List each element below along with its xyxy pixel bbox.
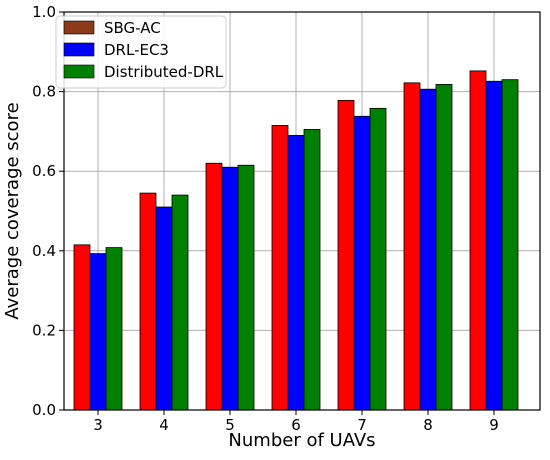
y-tick-label: 0.8: [32, 83, 56, 101]
plot-frame: [63, 11, 541, 411]
y-tick-label: 0.6: [32, 162, 56, 180]
bar-sbg-ac-7: [337, 99, 355, 411]
y-axis-ticks: 0.0 0.2 0.4 0.6 0.8 1.0: [32, 3, 64, 419]
bar-drl-ec3-7: [353, 115, 371, 411]
y-tick-label: 0.4: [32, 242, 56, 260]
legend-label-distributed-drl: Distributed-DRL: [104, 63, 224, 81]
legend: SBG-AC DRL-EC3 Distributed-DRL: [55, 15, 227, 89]
x-tick-label: 7: [357, 416, 367, 434]
bar-distributed-drl-7: [369, 107, 387, 411]
bar-drl-ec3-5: [221, 166, 239, 411]
bar-drl-ec3-6: [287, 134, 305, 411]
legend-swatch-distributed-drl: [63, 64, 95, 79]
bar-sbg-ac-8: [403, 82, 421, 411]
bar-sbg-ac-5: [205, 162, 223, 411]
y-tick-label: 1.0: [32, 3, 56, 21]
x-axis-ticks: 3 4 5 6 7 8 9: [93, 410, 499, 434]
bar-drl-ec3-3: [89, 253, 107, 411]
x-tick-label: 6: [291, 416, 301, 434]
legend-swatch-drl-ec3: [63, 42, 95, 57]
legend-label-sbg-ac: SBG-AC: [104, 19, 161, 37]
y-tick-label: 0.2: [32, 321, 56, 339]
x-tick-label: 3: [93, 416, 103, 434]
bar-distributed-drl-3: [105, 247, 123, 411]
bar-sbg-ac-6: [271, 125, 289, 411]
bar-drl-ec3-9: [485, 80, 503, 411]
bar-sbg-ac-3: [73, 244, 91, 411]
x-tick-label: 5: [225, 416, 235, 434]
x-tick-label: 4: [159, 416, 169, 434]
legend-swatch-sbg-ac: [63, 20, 95, 35]
x-tick-label: 9: [489, 416, 499, 434]
y-tick-label: 0.0: [32, 401, 56, 419]
bars: [73, 70, 519, 411]
legend-box: [55, 15, 227, 89]
y-axis-label: Average coverage score: [2, 102, 23, 319]
bar-distributed-drl-6: [303, 129, 321, 411]
x-axis-label: Number of UAVs: [228, 430, 375, 451]
bar-distributed-drl-4: [171, 194, 189, 411]
bar-sbg-ac-9: [469, 70, 487, 411]
bar-drl-ec3-8: [419, 88, 437, 411]
bar-distributed-drl-8: [435, 84, 453, 411]
bar-distributed-drl-5: [237, 164, 255, 411]
x-tick-label: 8: [423, 416, 433, 434]
bar-distributed-drl-9: [501, 79, 519, 411]
bar-sbg-ac-4: [139, 192, 157, 411]
bar-drl-ec3-4: [155, 206, 173, 411]
legend-label-drl-ec3: DRL-EC3: [104, 41, 169, 59]
